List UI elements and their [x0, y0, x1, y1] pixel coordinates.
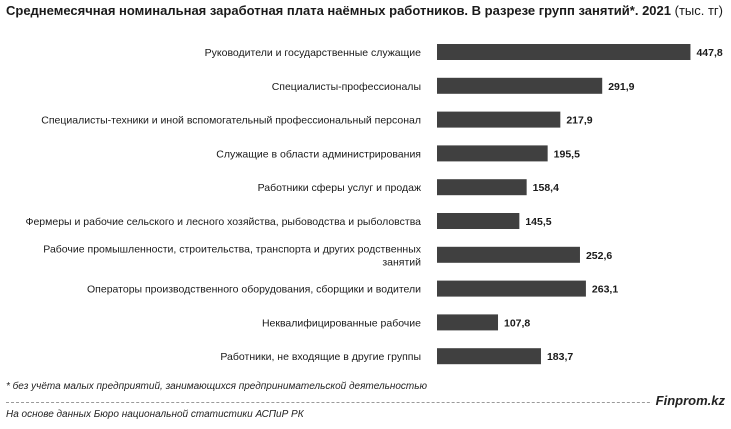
category-label-2: Специалисты-профессионалы [272, 81, 421, 93]
chart-title-text: Среднемесячная номинальная заработная пл… [6, 3, 671, 18]
category-label-9: Неквалифицированные рабочие [262, 317, 421, 329]
value-label-5: 158,4 [533, 182, 559, 194]
value-label-3: 217,9 [566, 115, 592, 127]
bar-7 [437, 246, 580, 263]
bar-10 [437, 348, 541, 365]
footer-divider [6, 402, 725, 403]
chart-title: Среднемесячная номинальная заработная пл… [6, 3, 723, 18]
footnote: * без учёта малых предприятий, занимающи… [6, 381, 428, 392]
category-label-5: Работники сферы услуг и продаж [258, 182, 421, 194]
bar-chart: Руководители и государственные служащие 4… [25, 44, 723, 365]
category-label-3: Специалисты-техники и иной вспомогательн… [41, 115, 421, 127]
bar-8 [437, 280, 586, 297]
brand-logo: Finprom.kz [651, 393, 725, 408]
bar-3 [437, 111, 561, 128]
value-label-6: 145,5 [525, 216, 551, 228]
bar-9 [437, 314, 499, 331]
category-label-8: Операторы производственного оборудования… [87, 284, 421, 296]
value-label-4: 195,5 [554, 148, 580, 160]
bar-4 [437, 145, 548, 162]
category-label-7-line-2: занятий [382, 256, 421, 268]
category-label-4: Служащие в области администрирования [216, 148, 421, 160]
bar-2 [437, 77, 603, 94]
source-note: На основе данных Бюро национальной стати… [6, 409, 304, 420]
value-label-7: 252,6 [586, 250, 612, 262]
value-label-1: 447,8 [696, 47, 722, 59]
value-label-8: 263,1 [592, 284, 618, 296]
category-label-10: Работники, не входящие в другие группы [220, 351, 421, 363]
chart-unit-text: (тыс. тг) [674, 3, 724, 18]
bar-6 [437, 213, 520, 229]
value-label-9: 107,8 [504, 317, 530, 329]
category-label-6: Фермеры и рабочие сельского и лесного хо… [25, 216, 421, 228]
bar-1 [437, 44, 691, 60]
value-label-10: 183,7 [547, 351, 573, 363]
value-label-2: 291,9 [608, 81, 634, 93]
category-label-1: Руководители и государственные служащие [205, 47, 422, 59]
category-label-7-line-1: Рабочие промышленности, строительства, т… [43, 243, 421, 255]
bar-5 [437, 179, 527, 196]
